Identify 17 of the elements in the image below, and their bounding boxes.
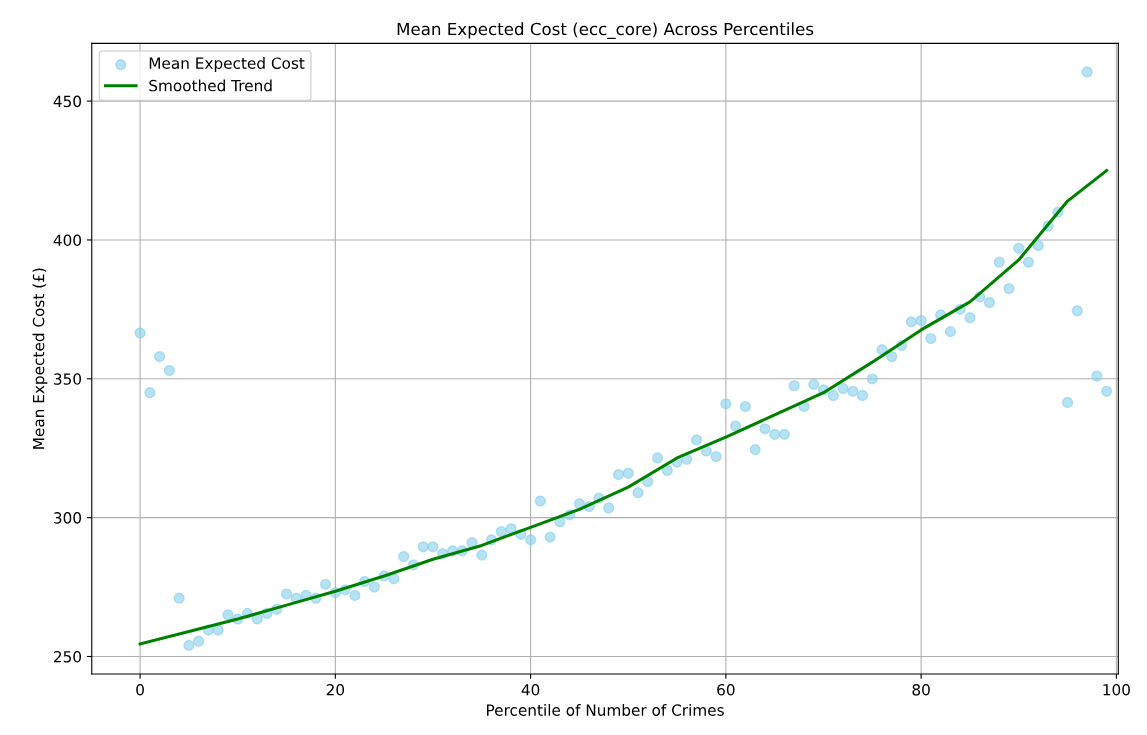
x-tick-label: 100	[1103, 683, 1130, 696]
x-tick-label: 40	[521, 683, 540, 696]
x-axis-title: Percentile of Number of Crimes	[487, 704, 724, 716]
y-tick-label: 250	[54, 650, 82, 663]
legend-label: Smoothed Trend	[149, 79, 272, 92]
y-tick-label: 400	[53, 234, 82, 246]
x-tick-label: 80	[912, 683, 930, 696]
y-tick-label: 300	[54, 512, 82, 524]
x-tick-label: 60	[717, 683, 735, 696]
y-axis-title: Mean Expected Cost (£)	[32, 268, 48, 449]
x-tick-label: 20	[326, 683, 345, 696]
legend-label: Mean Expected Cost	[149, 57, 305, 72]
y-tick-label: 350	[54, 373, 82, 385]
chart-title: Mean Expected Cost (ecc_core) Across Percentiles	[397, 22, 814, 39]
x-tick-label: 0	[136, 683, 144, 696]
y-tick-label: 450	[53, 95, 82, 108]
line-series	[138, 169, 1109, 646]
